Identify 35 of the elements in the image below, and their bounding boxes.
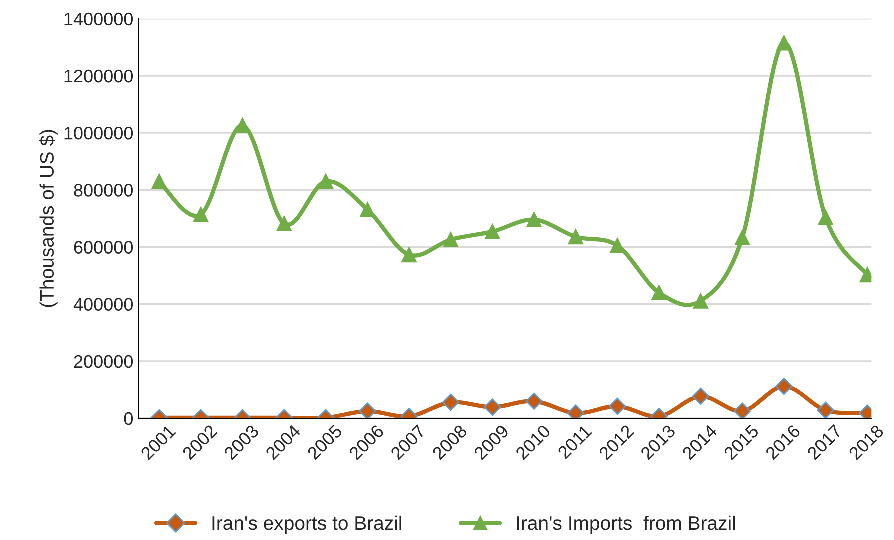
y-tick-label: 600000 — [74, 241, 134, 254]
point — [776, 378, 793, 396]
point — [318, 174, 334, 190]
point — [360, 202, 376, 218]
point — [652, 285, 667, 301]
y-tick-label: 800000 — [74, 184, 134, 197]
y-tick-label: 1400000 — [64, 12, 134, 26]
y-tick-label: 1200000 — [64, 70, 134, 83]
point — [610, 238, 626, 254]
point — [276, 216, 292, 232]
y-tick-label: 200000 — [74, 355, 134, 368]
point — [817, 402, 834, 418]
point — [484, 398, 502, 416]
y-tick-label: 0 — [124, 412, 134, 426]
y-tick-label: 1000000 — [64, 127, 134, 140]
legend-label: Iran's Imports from Brazil — [517, 516, 736, 534]
point — [526, 392, 543, 410]
point — [734, 230, 750, 246]
y-axis-title: (Thousands of US $) — [39, 130, 58, 308]
point — [568, 229, 584, 245]
point — [442, 394, 460, 412]
point — [402, 247, 417, 263]
point — [609, 398, 626, 416]
legend-label: Iran's exports to Brazil — [212, 516, 402, 534]
point — [152, 174, 168, 190]
point — [484, 224, 500, 240]
point — [818, 210, 834, 226]
point — [443, 232, 459, 248]
y-tick-label: 400000 — [74, 298, 134, 312]
point — [359, 402, 376, 418]
point — [734, 402, 752, 418]
point — [693, 294, 709, 309]
point — [526, 212, 542, 228]
point — [193, 207, 209, 222]
point — [692, 388, 710, 406]
